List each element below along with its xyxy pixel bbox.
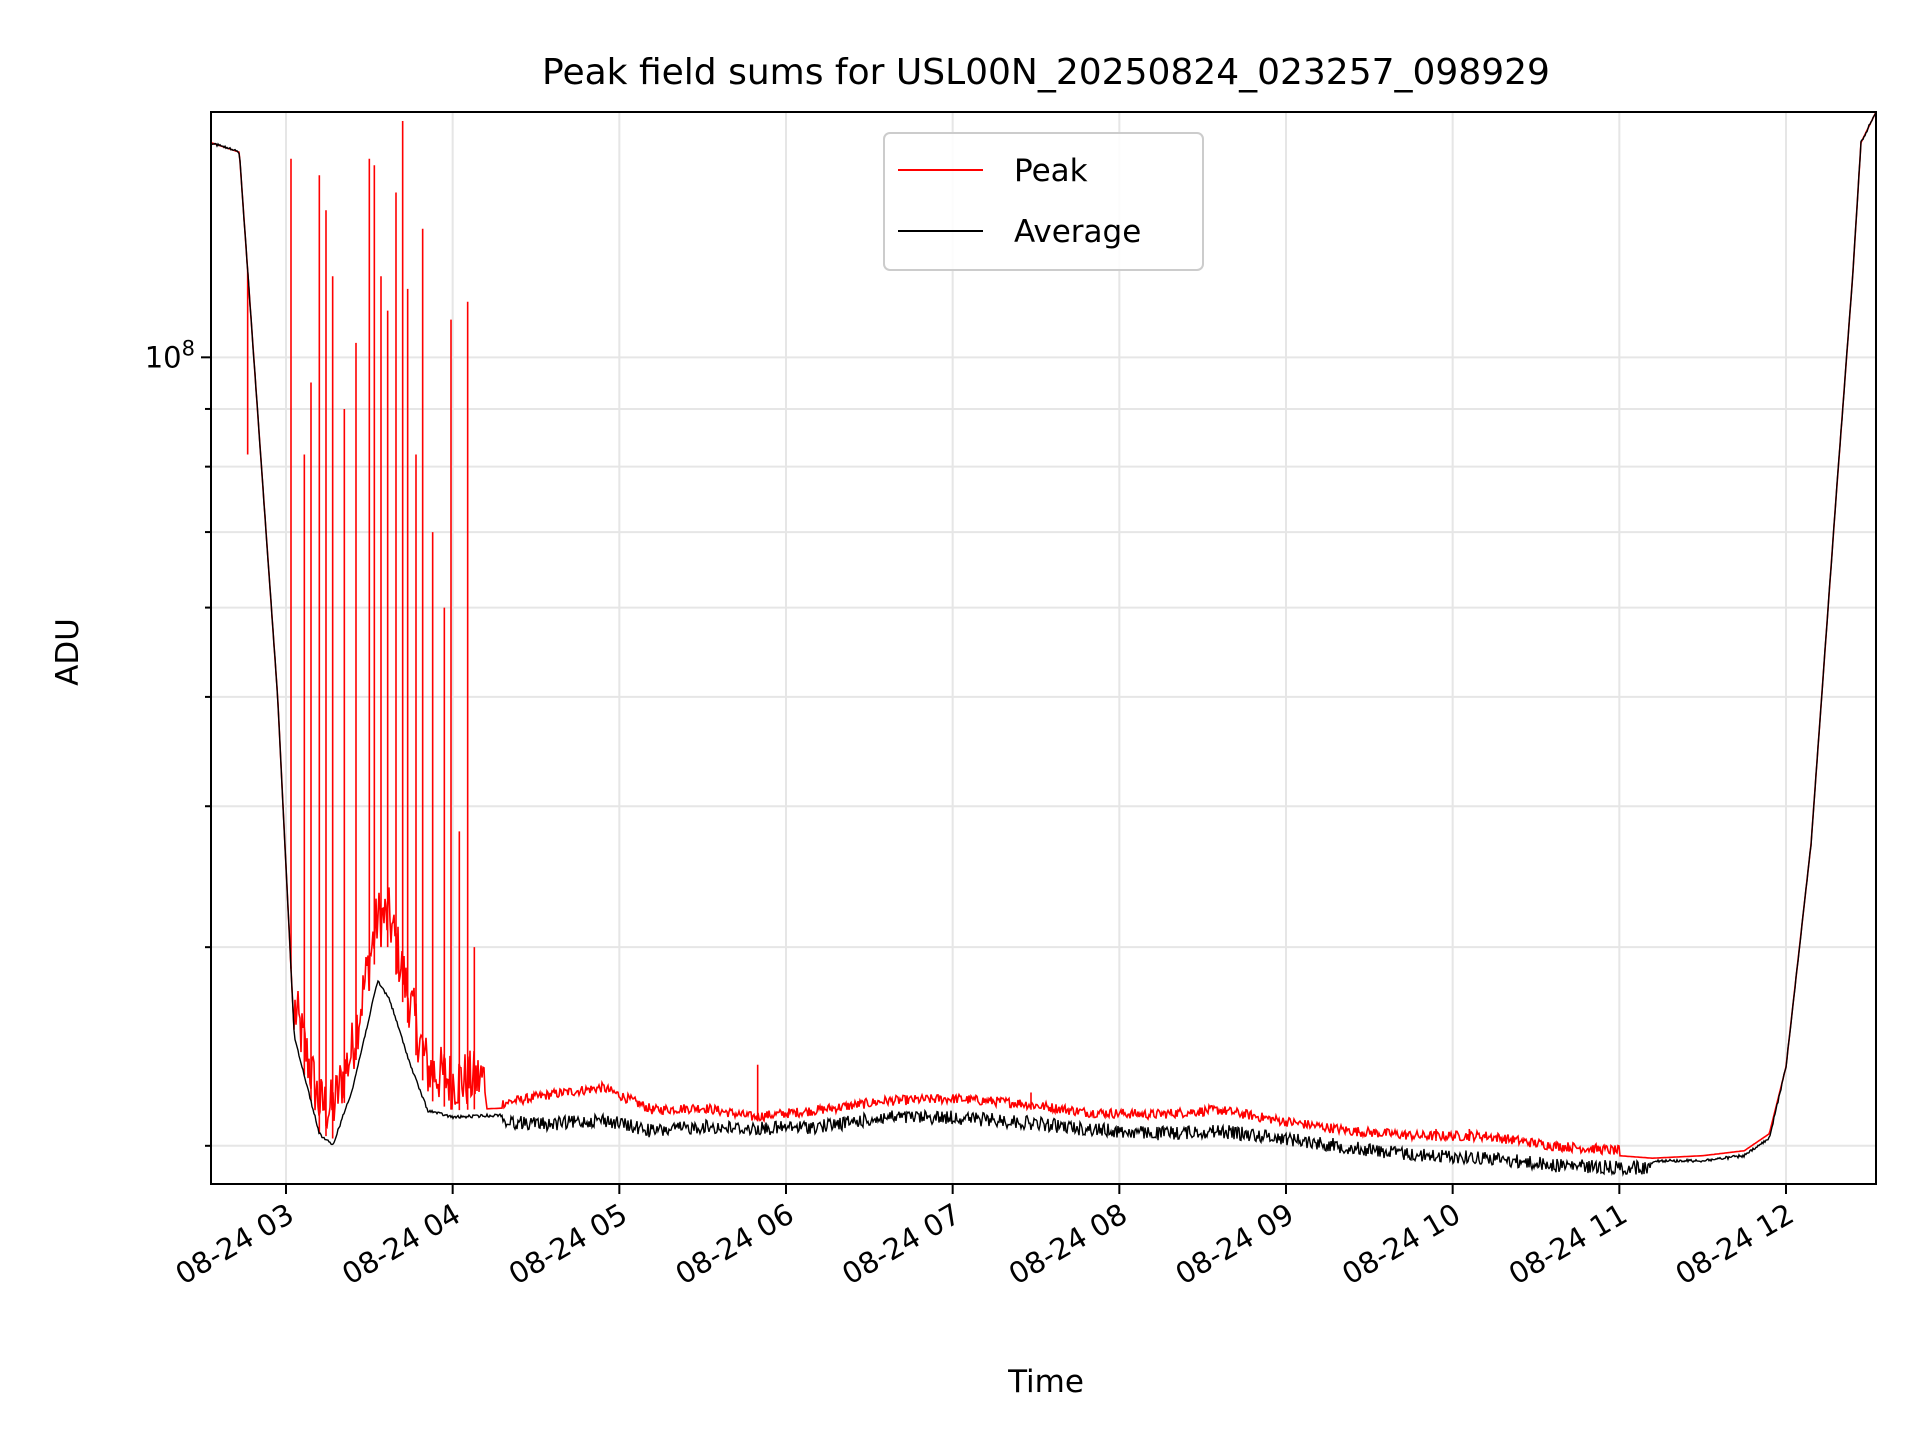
average-series-line	[210, 112, 1877, 1177]
y-tick-label: 108	[145, 336, 195, 374]
x-axis-label: Time	[1007, 1364, 1084, 1400]
y-axis-label: ADU	[50, 618, 86, 686]
chart-title: Peak field sums for USL00N_20250824_0232…	[542, 52, 1550, 93]
peak-series-line	[210, 111, 1877, 1159]
legend: Peak Average	[883, 132, 1204, 271]
legend-average-label: Average	[1014, 214, 1141, 250]
legend-peak-label: Peak	[1014, 153, 1088, 189]
legend-box	[883, 132, 1204, 271]
y-axis-ticks: 108	[145, 336, 211, 1147]
grid-lines	[211, 112, 1876, 1184]
y-tick-label-base: 10	[145, 340, 182, 374]
series-group	[210, 111, 1877, 1177]
plot-frame	[210, 111, 1877, 1185]
y-tick-label-exponent: 8	[182, 336, 195, 360]
